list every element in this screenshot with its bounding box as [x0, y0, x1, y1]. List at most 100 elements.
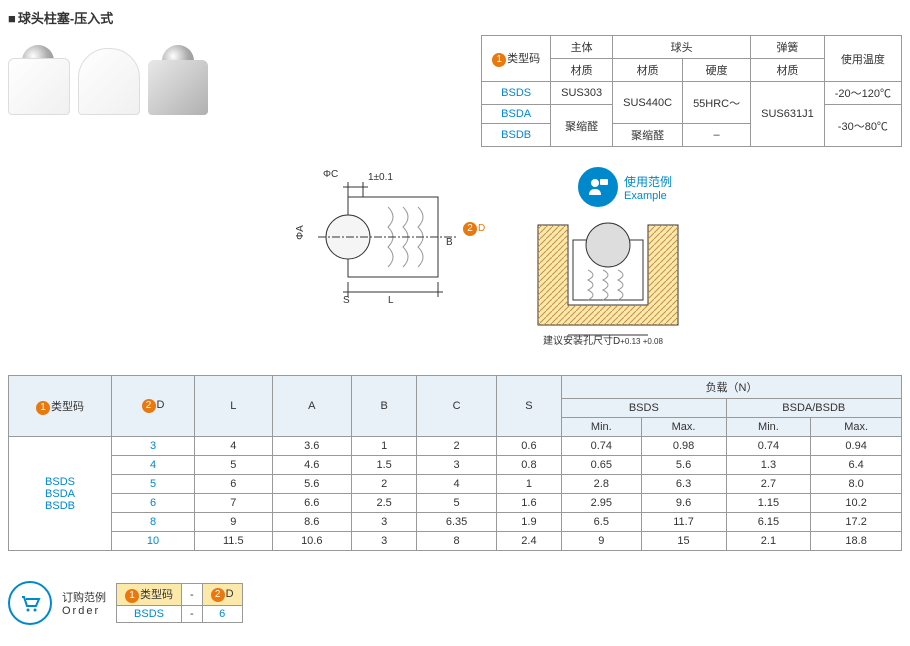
circle-1-icon: 1	[125, 589, 139, 603]
th: D	[157, 399, 165, 411]
cell: 0.65	[562, 456, 641, 475]
cell: 2.5	[352, 494, 417, 513]
cross-section-drawing: 建议安装孔尺寸D+0.13 +0.08	[528, 215, 688, 355]
cell: 6.5	[562, 513, 641, 532]
cell: 6.35	[417, 513, 496, 532]
cell: 7	[195, 494, 273, 513]
cell: –	[683, 124, 751, 147]
code-link[interactable]: BSDA	[482, 105, 551, 124]
cell: 9	[195, 513, 273, 532]
example-label-cn: 使用范例	[624, 173, 672, 190]
cell: 8.0	[811, 475, 902, 494]
th: Max.	[811, 418, 902, 437]
cell: 3	[352, 513, 417, 532]
cell: 5.6	[272, 475, 351, 494]
diagrams-row: 1±0.1 ΦC ΦA B 2D S L 使用范例 Example	[288, 167, 902, 355]
th: 类型码	[140, 589, 173, 601]
dim-label: L	[388, 295, 394, 306]
th: 负载（N）	[562, 376, 902, 399]
th-ball: 球头	[613, 36, 751, 59]
cell: 2.4	[496, 532, 561, 551]
table-row: 454.61.530.80.655.61.36.4	[9, 456, 902, 475]
cell: 1	[496, 475, 561, 494]
body-icon	[8, 58, 70, 115]
cell: 0.8	[496, 456, 561, 475]
table-row: 676.62.551.62.959.61.1510.2	[9, 494, 902, 513]
th: 类型码	[51, 401, 84, 413]
cell: 10.6	[272, 532, 351, 551]
cell: -	[182, 606, 203, 623]
th: S	[496, 376, 561, 437]
cell: SUS440C	[613, 82, 683, 124]
example-section: 使用范例 Example 建议安装孔尺寸D+0.13 +0.08	[528, 167, 688, 355]
th: BSDS	[562, 399, 727, 418]
cell: 5	[417, 494, 496, 513]
type-table: 1类型码 主体 球头 弹簧 使用温度 材质 材质 硬度 材质 BSDS SUS3…	[481, 35, 902, 147]
circle-2-icon: 2	[142, 399, 156, 413]
cell: 10.2	[811, 494, 902, 513]
main-spec-table: 1类型码 2D L A B C S 负载（N） BSDS BSDA/BSDB M…	[8, 375, 902, 551]
cell: 18.8	[811, 532, 902, 551]
th-mat: 材质	[751, 59, 825, 82]
cell: 4.6	[272, 456, 351, 475]
th-type: 类型码	[507, 53, 540, 65]
circle-2-icon: 2	[211, 588, 225, 602]
cell: 聚缩醛	[613, 124, 683, 147]
th: Max.	[641, 418, 726, 437]
example-badge: 使用范例 Example	[578, 167, 688, 207]
cell: 6.15	[726, 513, 811, 532]
th: C	[417, 376, 496, 437]
dim-label: B	[446, 237, 453, 248]
type-codes-cell[interactable]: BSDSBSDABSDB	[9, 437, 112, 551]
order-section: 订购范例 Order 1类型码 - 2D BSDS - 6	[8, 581, 902, 625]
th: Min.	[562, 418, 641, 437]
order-code: BSDS	[117, 606, 182, 623]
example-label-en: Example	[624, 190, 672, 202]
th-mat: 材质	[551, 59, 613, 82]
cell: 1.3	[726, 456, 811, 475]
th-mat: 材质	[613, 59, 683, 82]
body-icon	[148, 60, 208, 115]
cell: 8.6	[272, 513, 351, 532]
order-table: 1类型码 - 2D BSDS - 6	[116, 583, 243, 623]
cell: 8	[112, 513, 195, 532]
cart-icon	[8, 581, 52, 625]
order-label-cn: 订购范例	[62, 589, 106, 605]
circle-1-icon: 1	[36, 401, 50, 415]
cell: 2.95	[562, 494, 641, 513]
th-temp: 使用温度	[824, 36, 901, 82]
cell: 10	[112, 532, 195, 551]
table-row: 1011.510.6382.49152.118.8	[9, 532, 902, 551]
code-link[interactable]: BSDB	[482, 124, 551, 147]
cell: 2.7	[726, 475, 811, 494]
dim-label: ΦA	[295, 225, 306, 240]
cell: 聚缩醛	[551, 105, 613, 147]
cell: -	[182, 584, 203, 606]
dim-label: S	[343, 295, 350, 306]
cell: 3	[352, 532, 417, 551]
product-3	[148, 45, 208, 115]
cell: 2	[417, 437, 496, 456]
product-2	[78, 45, 138, 115]
cell: 6.6	[272, 494, 351, 513]
table-row: BSDSBSDABSDB343.6120.60.740.980.740.94	[9, 437, 902, 456]
cell: 0.98	[641, 437, 726, 456]
cell: 4	[417, 475, 496, 494]
cell: 6.4	[811, 456, 902, 475]
cell: 0.6	[496, 437, 561, 456]
cell: 9.6	[641, 494, 726, 513]
cell: 4	[112, 456, 195, 475]
code-link[interactable]: BSDS	[482, 82, 551, 105]
cell: 3	[112, 437, 195, 456]
page-title: 球头柱塞-压入式	[8, 8, 902, 27]
cell: 2	[352, 475, 417, 494]
cell: 9	[562, 532, 641, 551]
cell: 5	[195, 456, 273, 475]
cell: -30～80℃	[824, 105, 901, 147]
th: BSDA/BSDB	[726, 399, 901, 418]
technical-drawing: 1±0.1 ΦC ΦA B 2D S L	[288, 167, 488, 317]
cell: 15	[641, 532, 726, 551]
order-label: 订购范例 Order	[62, 589, 106, 617]
top-section: 1类型码 主体 球头 弹簧 使用温度 材质 材质 硬度 材质 BSDS SUS3…	[8, 35, 902, 147]
cell: 3.6	[272, 437, 351, 456]
